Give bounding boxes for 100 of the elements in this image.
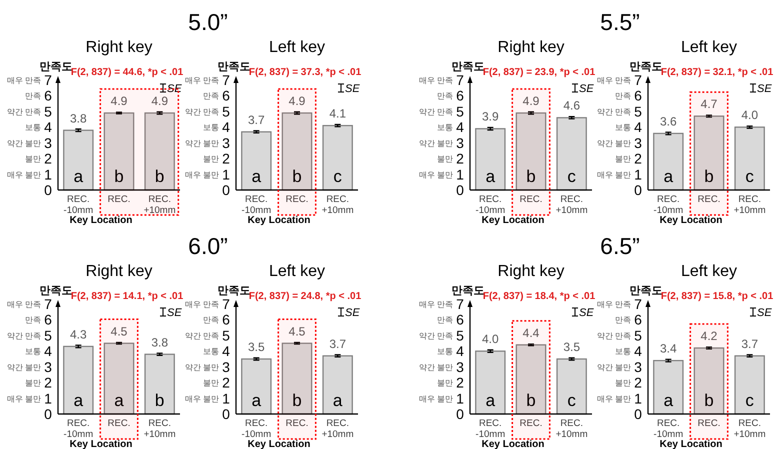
text: 매우 만족 — [596, 76, 631, 85]
x-tick-label: REC. -10mm — [476, 194, 506, 216]
annotation: c — [333, 167, 342, 186]
text: 6.0” — [188, 233, 228, 259]
x-tick-label: REC. +10mm — [556, 194, 588, 216]
chart-title: Left key — [268, 39, 326, 56]
annotation: a — [486, 391, 496, 410]
annotation: F(2, 837) = 14.1, *p < .01 — [70, 291, 184, 302]
text: 매우 불만 — [6, 394, 41, 404]
text: 보통 — [437, 123, 453, 132]
text: 매우 만족 — [6, 300, 41, 309]
data-label: 3.9 — [482, 110, 499, 124]
text: 약간 불만 — [418, 362, 453, 372]
y-tick-label: 5 — [456, 327, 464, 344]
data-label: 3.7 — [741, 336, 758, 351]
y-tick-label: 0 — [222, 182, 230, 198]
x-tick-label: REC. +10mm — [556, 418, 588, 440]
y-tick-label: 1 — [222, 166, 230, 182]
text: 불만 — [203, 154, 219, 164]
bar — [653, 360, 684, 415]
y-tick-label: 7 — [44, 296, 52, 312]
text: 보통 — [25, 123, 41, 132]
bar — [556, 117, 587, 191]
y-tick-label: 1 — [44, 390, 52, 406]
data-label: 4.0 — [741, 108, 758, 122]
text: 불만 — [25, 378, 41, 388]
annotation: F(2, 837) = 18.4, *p < .01 — [482, 291, 596, 302]
annotation: SE — [579, 83, 594, 95]
y-tick-label: 5 — [456, 103, 464, 120]
text: 불만 — [203, 378, 219, 388]
annotation: a — [114, 391, 124, 410]
y-tick-label: 4 — [44, 119, 52, 136]
y-tick-label: 7 — [222, 296, 230, 312]
bar — [734, 126, 765, 191]
annotation: F(2, 837) = 44.6, *p < .01 — [70, 67, 184, 78]
annotation: c — [567, 167, 576, 186]
x-axis-title: Key Location — [70, 439, 132, 449]
y-tick-label: 2 — [44, 150, 52, 167]
x-tick-label: REC. — [108, 194, 130, 205]
data-label: 4.5 — [288, 324, 306, 338]
text: 보통 — [203, 347, 219, 356]
y-tick-label: 7 — [634, 72, 642, 88]
text: 매우 만족 — [418, 76, 453, 85]
y-tick-label: 7 — [456, 296, 464, 312]
y-tick-label: 0 — [456, 406, 464, 422]
bar — [653, 132, 684, 191]
x-tick-label: REC. +10mm — [734, 418, 766, 440]
data-label: 3.8 — [70, 111, 87, 126]
annotation: a — [332, 391, 343, 410]
y-tick-label: 3 — [634, 358, 642, 375]
bar — [241, 358, 272, 415]
text: 약간 불만 — [596, 138, 631, 148]
text: 매우 불만 — [6, 170, 41, 180]
y-tick-label: 6 — [456, 312, 464, 328]
x-tick-label: REC. -10mm — [64, 418, 94, 440]
text: 매우 만족 — [596, 300, 631, 309]
data-label: 3.6 — [660, 114, 677, 128]
data-label: 4.9 — [151, 94, 168, 108]
text: 약간 불만 — [6, 362, 41, 372]
bar — [475, 128, 506, 191]
data-label: 4.9 — [522, 94, 540, 108]
text: 매우 불만 — [184, 170, 219, 180]
y-tick-label: 0 — [456, 182, 464, 198]
y-tick-label: 4 — [44, 343, 52, 360]
y-tick-label: 6 — [44, 88, 52, 104]
y-tick-label: 1 — [456, 166, 464, 182]
chart-title: Right key — [86, 263, 152, 280]
text: 약간 불만 — [184, 138, 219, 148]
annotation: a — [252, 391, 262, 410]
x-tick-label: REC. -10mm — [654, 194, 684, 216]
y-tick-label: 7 — [222, 72, 230, 88]
y-tick-label: 5 — [44, 103, 52, 120]
text: 약간 불만 — [596, 362, 631, 372]
y-axis-title: 만족도 — [452, 285, 484, 297]
y-tick-label: 0 — [44, 406, 52, 422]
x-tick-label: REC. — [520, 194, 542, 205]
annotation: b — [526, 167, 536, 186]
x-tick-label: REC. — [698, 418, 720, 429]
x-tick-label: REC. +10mm — [144, 418, 176, 440]
y-tick-label: 5 — [222, 103, 230, 120]
y-axis-title: 만족도 — [40, 61, 72, 73]
chart-title: Right key — [498, 39, 564, 56]
text: 매우 불만 — [596, 394, 631, 404]
annotation: b — [704, 391, 714, 410]
y-tick-label: 2 — [456, 150, 464, 167]
data-label: 3.7 — [329, 336, 346, 351]
x-tick-label: REC. +10mm — [144, 194, 176, 216]
bar — [734, 355, 765, 415]
data-label: 4.9 — [288, 94, 306, 108]
bar — [144, 354, 175, 415]
x-axis-title: Key Location — [70, 215, 132, 226]
annotation: b — [704, 167, 714, 186]
y-tick-label: 4 — [634, 343, 642, 360]
y-tick-label: 7 — [634, 296, 642, 312]
x-tick-label: REC. -10mm — [654, 418, 684, 440]
y-tick-label: 0 — [222, 406, 230, 422]
x-tick-label: REC. -10mm — [476, 418, 506, 440]
y-tick-label: 4 — [456, 343, 464, 360]
x-tick-label: REC. — [698, 194, 720, 205]
text: 만족 — [615, 92, 631, 101]
